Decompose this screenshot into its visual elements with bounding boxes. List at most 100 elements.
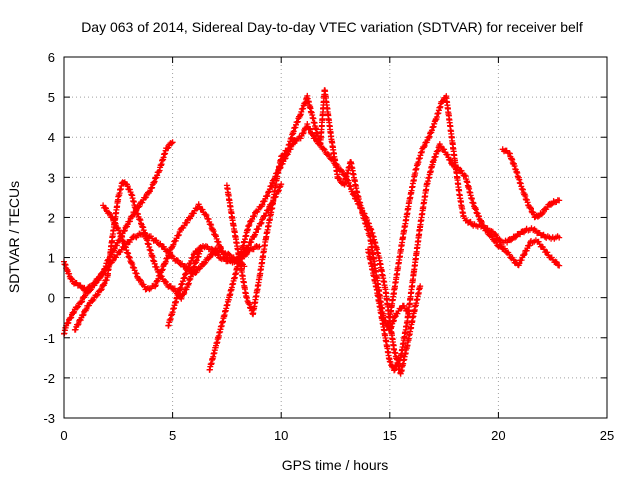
data-point bbox=[469, 199, 482, 219]
data-point bbox=[423, 158, 436, 188]
data-point bbox=[84, 296, 97, 309]
y-tick-label: 5 bbox=[48, 90, 55, 105]
data-point bbox=[178, 214, 192, 232]
data-point bbox=[556, 197, 563, 204]
data-point bbox=[534, 238, 546, 251]
plot-frame bbox=[63, 56, 608, 419]
data-point bbox=[393, 305, 405, 317]
data-point bbox=[556, 262, 563, 269]
data-point bbox=[156, 147, 169, 174]
data-point bbox=[239, 223, 252, 252]
data-point bbox=[243, 232, 258, 252]
data-point bbox=[128, 191, 139, 211]
data-point bbox=[258, 192, 271, 210]
x-tick-label: 10 bbox=[274, 428, 288, 443]
series-arc-6 bbox=[206, 121, 424, 377]
data-point bbox=[514, 252, 527, 269]
data-point bbox=[328, 133, 341, 180]
data-point bbox=[230, 222, 243, 264]
data-point bbox=[160, 244, 175, 268]
data-point bbox=[165, 295, 180, 329]
data-point bbox=[397, 320, 410, 361]
data-point bbox=[245, 213, 258, 230]
data-point bbox=[354, 189, 367, 219]
data-point bbox=[430, 142, 443, 166]
data-point bbox=[145, 241, 158, 267]
chart-title: Day 063 of 2014, Sidereal Day-to-day VTE… bbox=[81, 19, 583, 35]
data-point bbox=[252, 215, 266, 238]
data-point bbox=[365, 246, 380, 290]
data-point bbox=[278, 181, 285, 188]
data-point bbox=[360, 215, 373, 239]
data-point bbox=[417, 283, 424, 290]
data-point bbox=[124, 181, 134, 196]
data-point bbox=[336, 166, 349, 179]
data-point bbox=[506, 150, 519, 172]
data-point bbox=[147, 168, 162, 192]
data-point bbox=[78, 292, 88, 306]
data-point bbox=[104, 239, 115, 280]
data-point bbox=[139, 188, 153, 206]
data-point bbox=[373, 286, 389, 339]
data-point bbox=[528, 237, 539, 246]
data-point bbox=[139, 223, 152, 248]
data-point bbox=[152, 263, 167, 290]
data-point bbox=[223, 182, 237, 227]
series-arc-7 bbox=[223, 87, 413, 334]
data-point bbox=[491, 231, 503, 243]
y-tick-label: 4 bbox=[48, 130, 55, 145]
series-arc-10 bbox=[499, 146, 563, 221]
data-point bbox=[173, 271, 189, 301]
data-point bbox=[65, 270, 75, 283]
series-arc-9 bbox=[386, 93, 563, 321]
data-point bbox=[375, 254, 389, 291]
series-arc-3 bbox=[71, 179, 204, 333]
data-point bbox=[497, 237, 509, 246]
data-point bbox=[399, 199, 413, 241]
data-point bbox=[447, 127, 458, 164]
data-point bbox=[410, 224, 423, 276]
data-point bbox=[417, 183, 430, 230]
y-tick-label: 2 bbox=[48, 210, 55, 225]
data-point bbox=[538, 204, 551, 218]
y-tick-label: 6 bbox=[48, 50, 55, 65]
data-point bbox=[71, 316, 84, 333]
data-point bbox=[169, 139, 176, 146]
data-point bbox=[184, 264, 197, 288]
data-point bbox=[436, 141, 449, 156]
data-point bbox=[204, 215, 219, 238]
data-point bbox=[393, 236, 406, 281]
data-point bbox=[369, 230, 382, 259]
data-point bbox=[404, 271, 417, 326]
data-point bbox=[76, 282, 88, 292]
x-tick-label: 20 bbox=[491, 428, 505, 443]
data-point bbox=[208, 245, 223, 261]
data-point bbox=[256, 243, 263, 250]
y-tick-label: -1 bbox=[43, 331, 55, 346]
y-tick-label: 3 bbox=[48, 170, 55, 185]
data-point bbox=[163, 140, 175, 152]
data-point bbox=[273, 156, 284, 182]
data-point bbox=[213, 319, 226, 349]
data-point bbox=[304, 121, 317, 139]
data-point bbox=[523, 225, 535, 234]
data-point bbox=[460, 213, 470, 224]
data-point bbox=[256, 236, 269, 280]
x-tick-labels: 0 5 10 15 20 25 bbox=[60, 428, 614, 443]
data-point bbox=[471, 221, 483, 230]
data-point bbox=[132, 205, 145, 228]
data-point bbox=[124, 212, 136, 230]
data-point bbox=[443, 93, 454, 130]
data-point bbox=[519, 186, 532, 209]
data-point bbox=[347, 159, 360, 195]
data-point bbox=[556, 234, 563, 241]
x-axis-label: GPS time / hours bbox=[282, 457, 389, 473]
data-point bbox=[543, 233, 555, 242]
series-arc-8 bbox=[365, 141, 563, 374]
data-point bbox=[386, 312, 399, 334]
y-tick-label: -3 bbox=[43, 411, 55, 426]
data-point bbox=[462, 173, 475, 202]
data-point bbox=[263, 205, 276, 242]
data-point bbox=[126, 254, 141, 280]
